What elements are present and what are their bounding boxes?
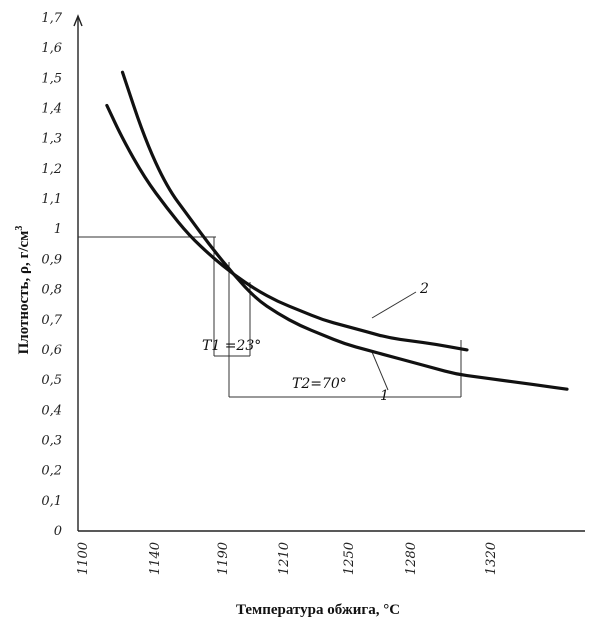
curve-1-label: 1 [380,388,389,404]
y-tick-label: 1,5 [41,71,62,86]
x-tick-label: 1190 [216,542,231,575]
y-axis-title: Плотность, ρ, г/см3 [14,226,32,355]
y-tick-label: 0,8 [41,283,62,298]
y-tick-label: 0,6 [41,343,62,358]
guide-lines [78,236,462,398]
t1-annotation: T1 =23° [202,338,261,354]
y-tick-label: 0,3 [41,433,62,448]
y-axis-title-text: Плотность, ρ, г/см [16,231,32,355]
x-axis-title: Температура обжига, °C [236,602,400,618]
curve-2-leader [371,291,417,319]
y-tick-label: 0 [54,524,62,539]
x-tick-label: 1280 [404,542,419,575]
x-tick-label: 1210 [277,542,292,575]
curve-2-label: 2 [419,281,429,297]
y-tick-label: 1,1 [41,192,62,207]
y-tick-label: 0,7 [41,313,62,328]
curves [105,70,569,391]
y-tick-label: 1,7 [41,11,62,26]
y-tick-label: 0,9 [41,252,62,267]
curve-1 [120,70,569,391]
y-tick-label: 1,3 [41,132,62,147]
y-axis-title-sup: 3 [14,226,25,231]
y-tick-label: 1,2 [41,162,62,177]
y-axis-title-group: Плотность, ρ, г/см3 [14,226,32,355]
t2-annotation: T2=70° [292,376,347,392]
y-axis-arrow [73,14,83,27]
curve-1-leader [371,351,389,391]
x-tick-labels: 1100 1140 1190 1210 1250 1280 1320 [76,542,499,575]
y-tick-label: 1,4 [41,102,62,117]
x-tick-label: 1140 [148,542,163,575]
y-tick-label: 0,4 [41,403,62,418]
y-tick-label: 0,1 [41,494,62,509]
y-tick-label: 0,2 [41,464,62,479]
y-tick-label: 1,6 [41,41,62,56]
y-tick-label: 0,5 [41,373,62,388]
x-tick-label: 1250 [342,542,357,575]
curve-2 [105,103,469,352]
y-tick-label: 1 [54,222,62,237]
y-tick-labels: 0 0,1 0,2 0,3 0,4 0,5 0,6 0,7 0,8 0,9 1 1,1 1,2 1,3 1,… [41,11,62,539]
axes [73,14,585,532]
x-tick-label: 1100 [76,542,91,575]
annotations: T1 =23° T2=70° 1 2 [202,281,429,404]
x-tick-label: 1320 [484,542,499,575]
